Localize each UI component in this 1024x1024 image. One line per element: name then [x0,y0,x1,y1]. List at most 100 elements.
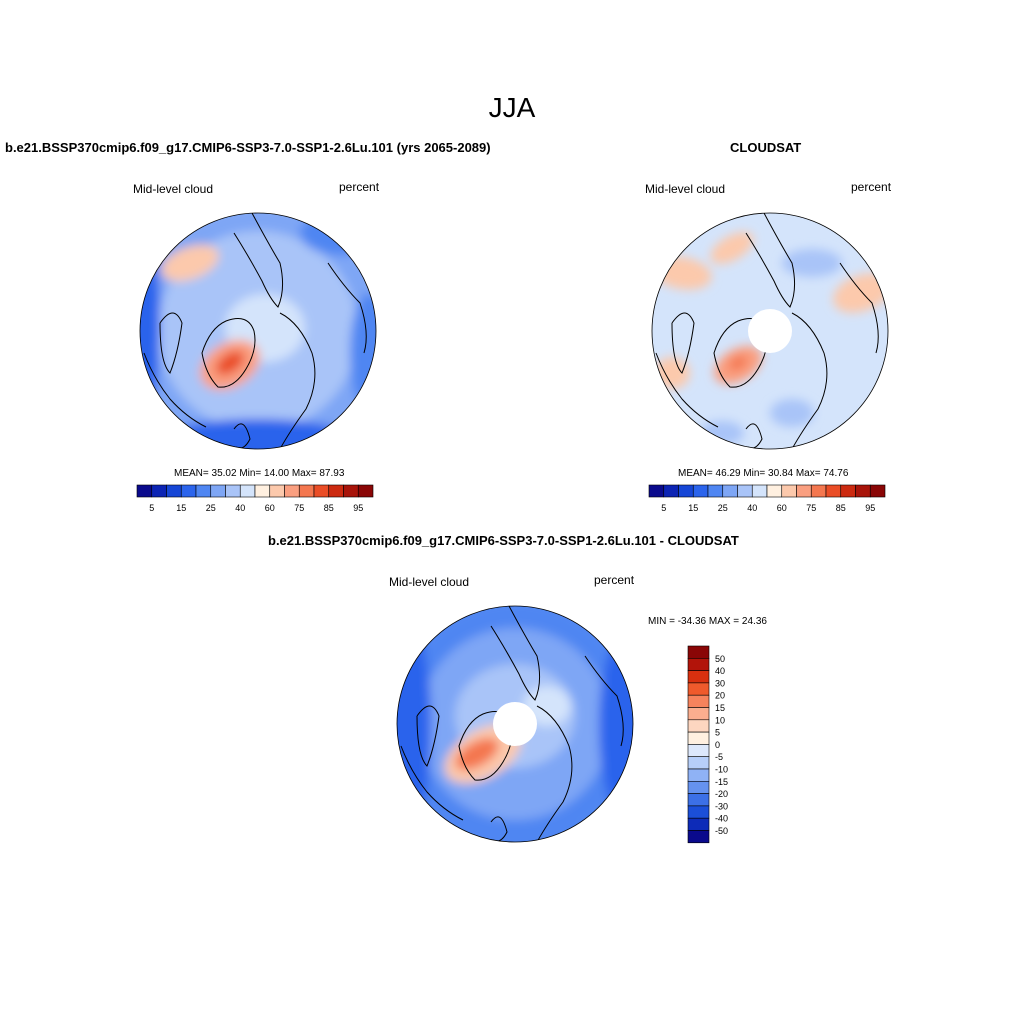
field-region [215,351,245,375]
field-region [415,822,615,842]
colorbar-tick-label: 85 [324,503,334,513]
colorbar-box [136,484,153,498]
coastline [400,745,464,821]
colorbar-box [737,484,753,498]
colorbar-box [687,645,710,659]
colorbar-box [687,756,710,770]
coastline [233,213,284,308]
colorbar-box [687,731,710,745]
coastline [327,262,367,354]
colorbar-box [766,484,783,498]
colorbar-box [707,484,724,498]
figure-title: JJA [488,92,536,123]
colorbar-box [825,484,842,498]
colorbar-box [225,484,241,498]
panel3-variable-label: Mid-level cloud [389,575,470,589]
colorbar-tick-label: -20 [715,789,728,799]
colorbar-box [210,484,226,498]
colorbar-box [869,484,886,498]
colorbar-box [313,484,330,498]
colorbar-box [687,658,710,671]
panel2-polar-map [651,212,889,450]
colorbar-box [687,781,710,794]
map-border [396,605,634,843]
panel1-units-label: percent [339,180,380,194]
field-region [710,232,754,264]
panel1-polar-map [139,212,377,450]
colorbar-tick-label: 60 [777,503,787,513]
colorbar-tick-label: -40 [715,814,728,824]
colorbar-tick-label: -50 [715,826,728,836]
colorbar-box [855,484,871,498]
colorbar-box [180,484,197,498]
panel2-stats: MEAN= 46.29 Min= 30.84 Max= 74.76 [678,468,849,479]
colorbar-tick-label: 75 [294,503,304,513]
polar-gap [493,702,537,746]
colorbar-box [195,484,212,498]
colorbar-box [254,484,271,498]
field-region [300,213,376,255]
colorbar-box [722,484,738,498]
panel2-colorbar: 5 15 25 40 60 75 85 95 [648,484,886,513]
panel1-stats: MEAN= 35.02 Min= 14.00 Max= 87.93 [174,468,345,479]
colorbar-box [810,484,827,498]
coastline [490,606,541,701]
colorbar-tick-label: 15 [715,703,725,713]
colorbar-tick-label: -5 [715,752,723,762]
colorbar-tick-label: 15 [688,503,698,513]
coastline [745,213,796,308]
colorbar-box [687,682,710,696]
polar-gap [748,309,792,353]
colorbar-box [678,484,694,498]
colorbar-box [687,707,710,721]
field-region [161,244,219,282]
colorbar-tick-label: 50 [715,654,725,664]
panel1-colorbar: 5 15 25 40 60 75 85 95 [136,484,374,513]
colorbar-box [687,744,710,758]
colorbar-box [663,484,679,498]
colorbar-box [751,484,768,498]
colorbar-tick-label: 5 [661,503,666,513]
colorbar-tick-label: -10 [715,765,728,775]
colorbar-tick-label: 0 [715,740,720,750]
coastline [655,352,719,428]
colorbar-tick-label: 40 [235,503,245,513]
colorbar-box [840,484,856,498]
colorbar-box [687,670,710,684]
coastline [416,705,440,767]
field-region [350,293,376,413]
colorbar-tick-label: 15 [176,503,186,513]
colorbar-box [796,484,812,498]
colorbar-tick-label: 40 [747,503,757,513]
colorbar-box [269,484,285,498]
field-region [700,421,744,445]
coastline [671,312,695,374]
colorbar-tick-label: -30 [715,801,728,811]
colorbar-box [687,830,710,844]
colorbar-tick-label: 10 [715,715,725,725]
colorbar-tick-label: 95 [865,503,875,513]
coastline [791,312,828,449]
colorbar-box [357,484,374,498]
colorbar-tick-label: 95 [353,503,363,513]
colorbar-tick-label: 60 [265,503,275,513]
colorbar-box [687,793,710,807]
coastline [536,705,573,842]
colorbar-box [239,484,256,498]
colorbar-tick-label: 5 [149,503,154,513]
map-border [139,212,377,450]
colorbar-tick-label: 25 [718,503,728,513]
coastline [584,655,624,747]
colorbar-tick-label: 40 [715,666,725,676]
colorbar-tick-label: 75 [806,503,816,513]
field-region [833,273,888,313]
panel2-title: CLOUDSAT [730,140,802,155]
coastline [201,318,256,388]
panel3-title: b.e21.BSSP370cmip6.f09_g17.CMIP6-SSP3-7.… [268,533,739,548]
colorbar-box [151,484,167,498]
colorbar-box [781,484,797,498]
colorbar-box [687,694,710,708]
colorbar-tick-label: 5 [715,728,720,738]
colorbar-tick-label: 25 [206,503,216,513]
